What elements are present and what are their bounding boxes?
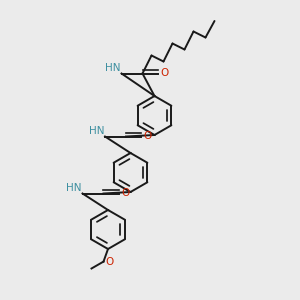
Text: O: O <box>143 131 152 141</box>
Text: O: O <box>121 188 129 198</box>
Text: HN: HN <box>66 183 82 193</box>
Text: HN: HN <box>88 126 104 136</box>
Text: O: O <box>105 256 113 267</box>
Text: O: O <box>160 68 168 78</box>
Text: HN: HN <box>105 63 121 73</box>
